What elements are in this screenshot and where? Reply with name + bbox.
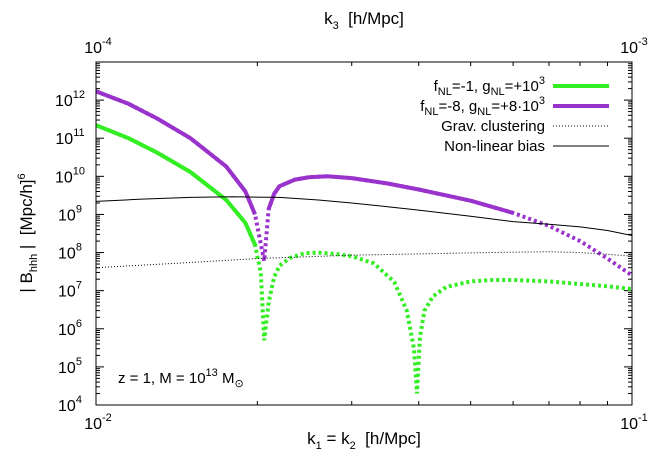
y-tick-label: 1010	[55, 165, 85, 186]
annotation-redshift-mass: z = 1, M = 1013 M⊙	[118, 367, 244, 390]
y-tick-label: 1012	[55, 89, 85, 110]
plot-lines	[96, 89, 632, 394]
legend-label-0: fNL=-1, gNL=+103	[434, 75, 545, 98]
legend-label-1: fNL=-8, gNL=+8·103	[420, 95, 545, 118]
x-tick-label: 10-1	[620, 412, 648, 433]
y-tick-label: 107	[58, 280, 82, 301]
y-axis-label: | Bhhh | [Mpc/h]6	[16, 173, 40, 292]
x-tick-label: 10-2	[84, 412, 112, 433]
y-tick-label: 108	[58, 242, 82, 263]
x2-tick-label: 10-4	[84, 36, 112, 57]
x2-tick-label: 10-3	[620, 36, 648, 57]
legend-label-2: Grav. clustering	[441, 118, 545, 135]
axis-ticks	[95, 62, 633, 406]
series-3-line	[96, 196, 632, 236]
series-1-dotted	[96, 89, 632, 278]
series-0-solid-0	[96, 123, 257, 246]
y-tick-label: 1011	[55, 127, 84, 148]
y-tick-label: 109	[58, 203, 82, 224]
tick-labels: 104 105 106 107 108 109 1010 1011 1012 10-2 10-1 10…	[55, 36, 648, 433]
series-1-solid-1	[266, 174, 514, 215]
plot-frame	[95, 61, 633, 406]
y-tick-label: 106	[58, 318, 82, 339]
x2-axis-label: k3 [h/Mpc]	[324, 9, 404, 32]
x-axis-label: k1 = k2 [h/Mpc]	[307, 429, 421, 452]
legend-label-3: Non-linear bias	[444, 138, 545, 155]
y-tick-label: 104	[58, 394, 82, 415]
y-tick-label: 105	[58, 356, 82, 377]
series-1-solid-0	[96, 89, 257, 216]
